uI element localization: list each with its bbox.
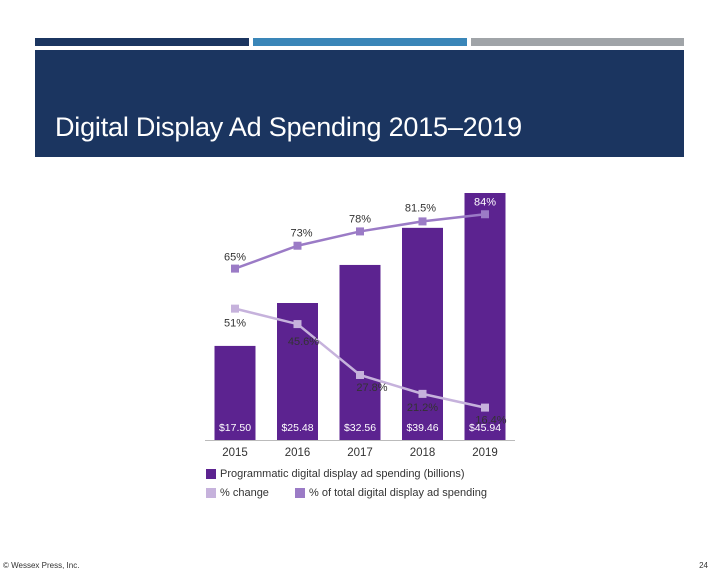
pct-total-point-2017 [356, 227, 364, 236]
x-tick-2018: 2018 [410, 447, 436, 459]
page-number: 24 [699, 561, 708, 570]
legend-swatch-pct-change [206, 488, 216, 498]
bar-label-2016: $25.48 [281, 422, 313, 434]
pct-change-label-2019: 16.4% [475, 415, 506, 427]
legend-label-pct-total: % of total digital display ad spending [309, 487, 487, 499]
pct-total-label-2016: 73% [290, 228, 312, 240]
pct-total-point-2016 [293, 241, 302, 250]
x-tick-2019: 2019 [472, 447, 498, 459]
bar-2017 [339, 264, 381, 440]
pct-change-label-2016: 45.6% [288, 336, 319, 348]
x-tick-2016: 2016 [285, 447, 311, 459]
copyright-footer: © Wessex Press, Inc. [3, 561, 80, 570]
pct-total-label-2015: 65% [224, 252, 246, 264]
bar-label-2019: $45.94 [469, 422, 501, 434]
accent-bar-light [471, 38, 684, 46]
title-banner: Digital Display Ad Spending 2015–2019 [35, 50, 684, 157]
bar-2019 [464, 193, 506, 440]
pct-change-point-2015 [231, 304, 239, 313]
pct-total-label-2017: 78% [349, 213, 371, 225]
pct-total-label-2018: 81.5% [405, 202, 436, 214]
pct-total-point-2019 [481, 210, 489, 219]
legend-label-pct-change: % change [220, 487, 269, 499]
pct-change-point-2019 [481, 403, 489, 412]
pct-change-label-2017: 27.8% [356, 382, 387, 394]
legend-item-pct-total: % of total digital display ad spending [295, 487, 487, 499]
bar-label-2015: $17.50 [219, 422, 251, 434]
accent-bar-mid [253, 38, 467, 46]
x-tick-2017: 2017 [347, 447, 373, 459]
accent-bar-dark [35, 38, 249, 46]
pct-change-label-2018: 21.2% [407, 402, 438, 414]
bar-label-2018: $39.46 [406, 422, 438, 434]
pct-total-point-2015 [231, 264, 239, 273]
legend-label-bars: Programmatic digital display ad spending… [220, 468, 465, 480]
pct-change-point-2016 [293, 320, 302, 329]
bar-2018 [402, 227, 443, 440]
pct-change-point-2018 [418, 389, 427, 398]
x-tick-2015: 2015 [222, 447, 248, 459]
pct-total-point-2018 [418, 217, 427, 226]
legend-item-bars: Programmatic digital display ad spending… [206, 468, 465, 480]
legend-item-pct-change: % change [206, 487, 269, 499]
pct-change-label-2015: 51% [224, 318, 246, 330]
bar-label-2017: $32.56 [344, 422, 376, 434]
bar-2015 [214, 345, 256, 440]
legend-swatch-bars [206, 469, 216, 479]
slide-title: Digital Display Ad Spending 2015–2019 [55, 112, 522, 142]
pct-total-label-2019: 84% [474, 196, 496, 208]
legend-swatch-pct-total [295, 488, 305, 498]
pct-change-point-2017 [356, 370, 364, 379]
